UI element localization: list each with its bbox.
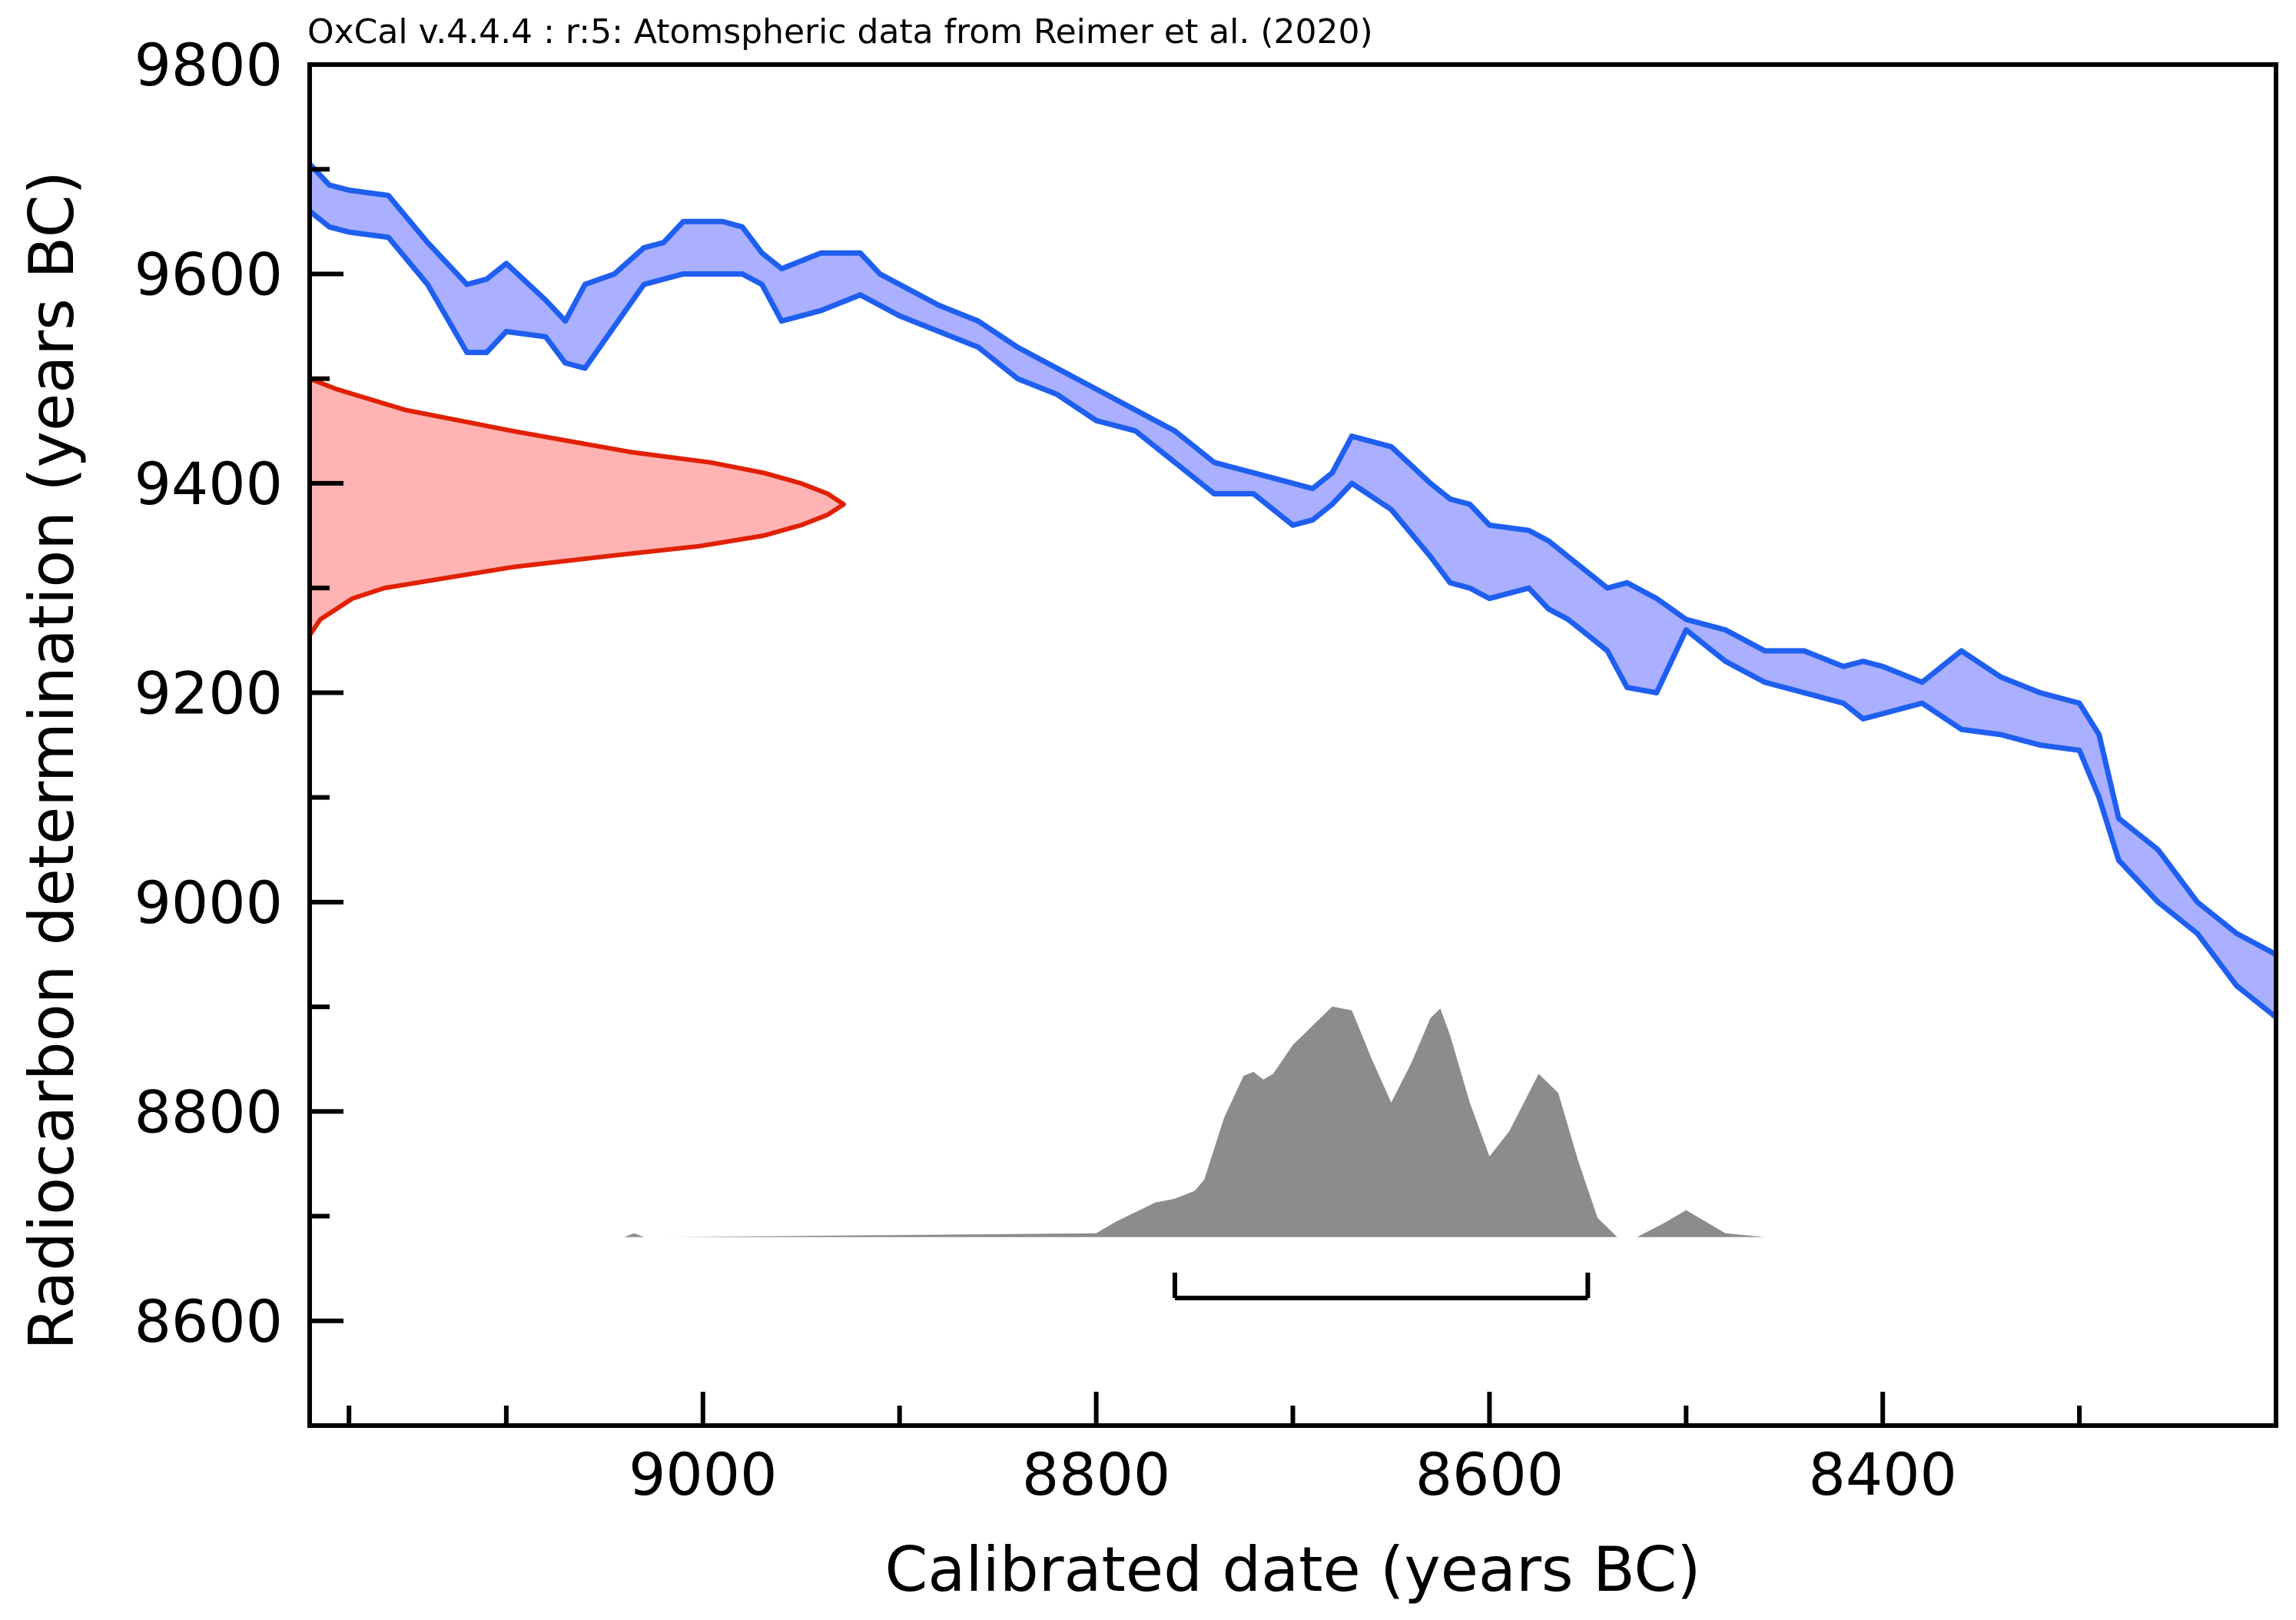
plot-area [307, 162, 2278, 1300]
y-axis-title: Radiocarbon determination (years BC) [16, 171, 88, 1350]
calibration-curve-lower-line [307, 208, 2278, 1020]
y-tick-label: 9200 [134, 659, 283, 727]
y-tick-label: 9000 [134, 868, 283, 937]
radiocarbon-measurement-distribution [307, 376, 846, 638]
calibration-curve-band [310, 164, 2276, 1017]
y-tick-label: 8800 [134, 1077, 283, 1146]
calibration-curve-upper-line [307, 162, 2278, 958]
x-axis-title: Calibrated date (years BC) [885, 1534, 1701, 1605]
calibrated-range-bar [1172, 1273, 1591, 1300]
calibrated-date-distribution [388, 1006, 2138, 1237]
y-tick-label: 9400 [134, 450, 283, 518]
y-axis: 8600 8800 9000 9200 9400 9600 9800 [134, 31, 343, 1428]
y-tick-label: 8600 [134, 1287, 283, 1356]
y-tick-label: 9800 [134, 31, 283, 99]
y-tick-label: 9600 [134, 240, 283, 308]
x-tick-label: 8600 [1415, 1440, 1564, 1509]
x-tick-label: 9000 [629, 1440, 777, 1509]
x-tick-label: 8800 [1022, 1440, 1170, 1509]
x-tick-label: 8400 [1808, 1440, 1956, 1509]
x-axis: 9000 8800 8600 8400 [347, 1392, 2082, 1509]
chart-attribution: OxCal v.4.4.4 : r:5: Atomspheric data fr… [307, 12, 1373, 51]
